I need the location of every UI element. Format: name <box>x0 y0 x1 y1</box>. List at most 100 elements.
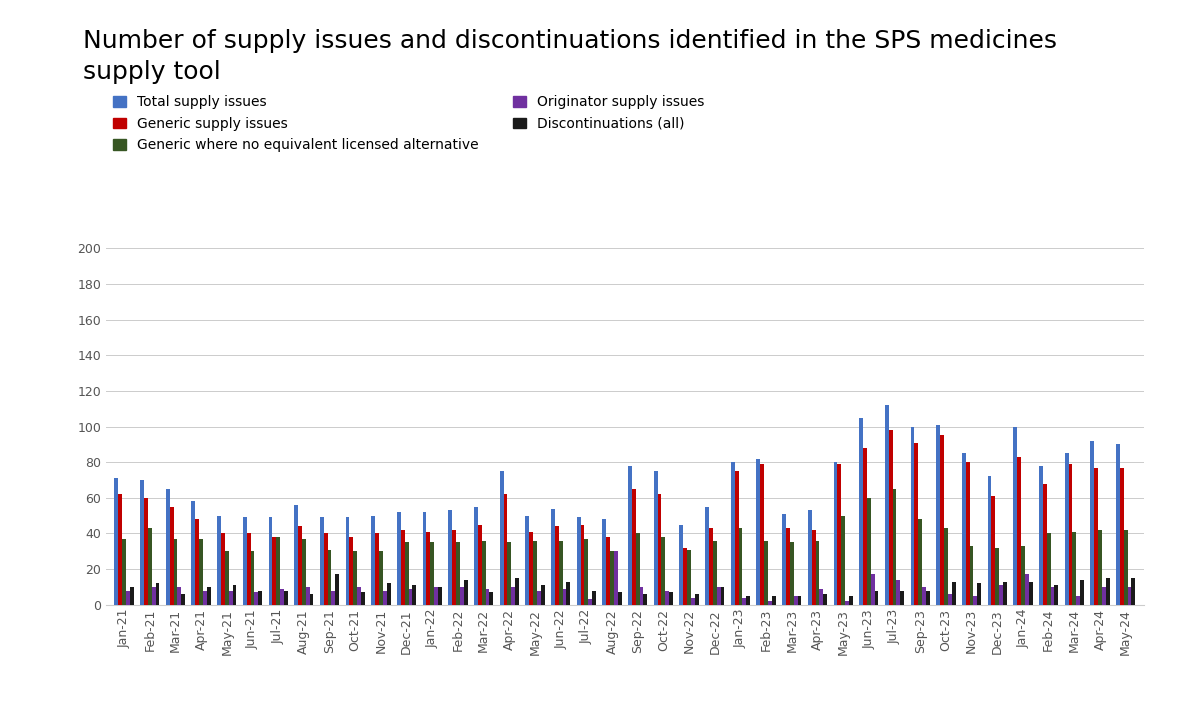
Bar <box>562 589 566 605</box>
Bar <box>709 528 713 605</box>
Bar <box>298 526 302 605</box>
Bar <box>166 489 170 605</box>
Bar <box>272 537 276 605</box>
Bar <box>738 528 743 605</box>
Bar <box>206 587 211 605</box>
Bar <box>1065 454 1068 605</box>
Bar <box>387 583 390 605</box>
Bar <box>757 459 760 605</box>
Bar <box>430 542 434 605</box>
Bar <box>743 598 746 605</box>
Bar <box>1021 546 1025 605</box>
Bar <box>823 594 828 605</box>
Bar <box>691 598 694 605</box>
Bar <box>992 496 995 605</box>
Bar <box>566 582 571 605</box>
Bar <box>182 594 185 605</box>
Bar <box>173 539 177 605</box>
Bar <box>1091 441 1094 605</box>
Bar <box>1080 580 1084 605</box>
Bar <box>439 587 442 605</box>
Bar <box>592 590 595 605</box>
Bar <box>926 590 930 605</box>
Bar <box>427 531 430 605</box>
Bar <box>720 587 724 605</box>
Bar <box>486 589 489 605</box>
Bar <box>875 590 878 605</box>
Bar <box>944 528 948 605</box>
Bar <box>482 541 486 605</box>
Bar <box>170 507 173 605</box>
Bar <box>602 519 606 605</box>
Bar <box>354 552 357 605</box>
Bar <box>845 601 849 605</box>
Bar <box>746 596 750 605</box>
Bar <box>679 525 684 605</box>
Bar <box>849 596 852 605</box>
Bar <box>191 501 196 605</box>
Bar <box>156 583 159 605</box>
Bar <box>654 471 658 605</box>
Bar <box>644 594 647 605</box>
Bar <box>951 582 955 605</box>
Bar <box>114 478 118 605</box>
Bar <box>768 601 772 605</box>
Bar <box>147 528 152 605</box>
Bar <box>177 587 182 605</box>
Bar <box>310 594 314 605</box>
Bar <box>1076 596 1080 605</box>
Bar <box>867 498 871 605</box>
Bar <box>1050 587 1054 605</box>
Bar <box>225 552 229 605</box>
Bar <box>144 498 147 605</box>
Bar <box>331 590 335 605</box>
Bar <box>1047 534 1050 605</box>
Bar <box>220 534 225 605</box>
Bar <box>474 507 477 605</box>
Bar <box>661 537 665 605</box>
Bar <box>665 590 670 605</box>
Bar <box>357 587 361 605</box>
Bar <box>772 596 776 605</box>
Bar <box>551 508 555 605</box>
Bar <box>940 436 944 605</box>
Bar <box>1029 582 1033 605</box>
Bar <box>910 426 915 605</box>
Bar <box>797 596 802 605</box>
Bar <box>512 587 515 605</box>
Bar <box>118 494 123 605</box>
Bar <box>962 454 966 605</box>
Bar <box>764 541 768 605</box>
Bar <box>276 537 281 605</box>
Bar <box>922 587 926 605</box>
Bar <box>999 585 1003 605</box>
Bar <box>378 552 383 605</box>
Bar <box>1106 578 1109 605</box>
Bar <box>371 516 375 605</box>
Bar <box>397 512 401 605</box>
Legend: Total supply issues, Generic supply issues, Generic where no equivalent licensed: Total supply issues, Generic supply issu… <box>113 95 704 153</box>
Bar <box>515 578 519 605</box>
Bar <box>1102 587 1106 605</box>
Bar <box>269 518 272 605</box>
Bar <box>320 518 324 605</box>
Bar <box>713 541 717 605</box>
Bar <box>1017 456 1021 605</box>
Bar <box>871 575 875 605</box>
Bar <box>837 464 842 605</box>
Bar <box>969 546 974 605</box>
Bar <box>408 589 413 605</box>
Bar <box>684 548 687 605</box>
Bar <box>936 425 940 605</box>
Bar <box>500 471 503 605</box>
Bar <box>422 512 427 605</box>
Bar <box>918 519 922 605</box>
Bar <box>1127 587 1132 605</box>
Bar <box>632 489 635 605</box>
Bar <box>345 518 349 605</box>
Bar <box>658 494 661 605</box>
Bar <box>1124 530 1127 605</box>
Bar <box>834 462 837 605</box>
Bar <box>507 542 512 605</box>
Bar <box>375 534 378 605</box>
